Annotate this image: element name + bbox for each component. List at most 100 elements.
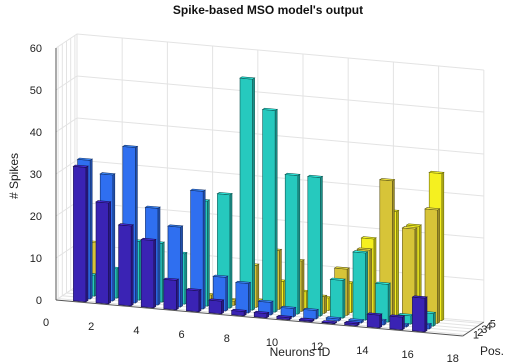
bar-top [261, 107, 279, 111]
bar-pos1-neuron16 [411, 295, 428, 333]
x-tick-label: 6 [179, 329, 185, 341]
bar-side [396, 209, 399, 318]
bar-pos1-neuron7 [208, 298, 225, 315]
bar-side [207, 199, 210, 307]
y-tick-label: 30 [30, 169, 42, 181]
bar-side [402, 315, 405, 331]
bar-top [378, 178, 396, 182]
bar-pos1-neuron15 [388, 314, 406, 331]
bar-top [167, 224, 184, 228]
bar-side [270, 300, 274, 316]
bar-side [130, 224, 134, 307]
z-tick-label: 4 [486, 321, 492, 333]
bar-pos1-neuron10 [275, 314, 293, 321]
bar-top [411, 295, 428, 299]
x-tick-label: 16 [401, 349, 413, 361]
z-tick-label: 5 [490, 318, 496, 330]
bar-top [99, 172, 116, 176]
bar-side [324, 294, 327, 314]
bar-pos3-neuron9 [261, 107, 279, 313]
bar-top [280, 305, 297, 309]
bar-side [198, 288, 202, 313]
bars [72, 76, 445, 333]
bar-top [388, 314, 406, 318]
bar-top [239, 76, 256, 80]
y-tick-label: 20 [30, 211, 42, 223]
bar-side [108, 201, 111, 305]
bar-top [347, 318, 365, 322]
grid-line-x [462, 70, 485, 337]
bar-front [163, 278, 177, 311]
bar-top [321, 320, 338, 324]
bar-top [329, 277, 346, 281]
x-tick-label: 0 [43, 317, 49, 329]
bar-front [412, 296, 426, 333]
bar-top [424, 207, 441, 211]
bar-side [153, 238, 157, 309]
bar-side [441, 171, 445, 322]
bar-side [301, 259, 305, 312]
bar-top [117, 223, 135, 227]
x-tick-label: 8 [224, 333, 230, 345]
bar-front [186, 289, 200, 313]
bar-top [212, 274, 229, 278]
x-tick-label: 2 [88, 321, 94, 333]
bar-side [379, 313, 383, 329]
bar-top [343, 320, 361, 325]
bar-pos4-neuron15 [401, 226, 418, 322]
bar-top [405, 223, 423, 227]
bar-top [284, 172, 301, 176]
bar-top [360, 236, 377, 240]
y-axis-label: # Spikes [7, 153, 21, 199]
bar-pos1-neuron4 [140, 237, 157, 309]
bar-front [307, 176, 321, 317]
bar-front [366, 313, 381, 329]
bar-top [374, 281, 392, 285]
chart-title: Spike-based MSO model's output [173, 3, 363, 17]
bar-side [112, 173, 116, 302]
z-axis-line [462, 321, 485, 337]
z-tick-label: 1 [473, 330, 479, 342]
bar-side [279, 248, 282, 310]
bar-side [365, 251, 368, 321]
bar-side [433, 311, 436, 327]
bar-pos1-neuron14 [366, 312, 383, 329]
z-tick-label: 3 [481, 324, 487, 336]
bar-pos1-neuron6 [185, 288, 202, 313]
bar-side [252, 77, 255, 311]
bar-top [356, 247, 373, 251]
x-axis-line [55, 299, 463, 337]
bar-side [342, 278, 346, 319]
grid-line-y [55, 75, 484, 113]
bar-top [257, 299, 274, 303]
y-tick-label: 0 [36, 295, 42, 307]
bar-pos3-neuron8 [239, 76, 256, 311]
bar-top [352, 250, 369, 254]
y-tick-label: 10 [30, 253, 42, 265]
bar-side [248, 281, 251, 314]
bar-pos3-neuron11 [306, 174, 324, 317]
bar-top [366, 312, 383, 316]
bar-pos2-neuron8 [234, 280, 252, 314]
bar-side [180, 225, 183, 308]
bar-top [216, 192, 233, 196]
bar-pos1-neuron12 [321, 320, 338, 325]
x-tick-label: 18 [447, 353, 459, 362]
bar-front [118, 224, 132, 307]
x-tick-label: 14 [356, 345, 368, 357]
bar-top [253, 310, 270, 314]
bar-side [225, 275, 229, 312]
x-axis-label: Neurons ID [270, 345, 331, 359]
bar-side [274, 108, 278, 313]
x-tick-label: 4 [133, 325, 139, 337]
x-tick-label: 12 [311, 341, 323, 353]
x-tick-label: 10 [266, 337, 278, 349]
bar-side [229, 192, 233, 309]
bar-side [392, 178, 395, 320]
bar-front [303, 309, 317, 320]
bar-top [162, 277, 180, 281]
bar-front [208, 299, 222, 315]
bar-top [95, 200, 112, 204]
bar-top [230, 308, 248, 312]
bar-pos1-neuron1 [72, 164, 89, 303]
